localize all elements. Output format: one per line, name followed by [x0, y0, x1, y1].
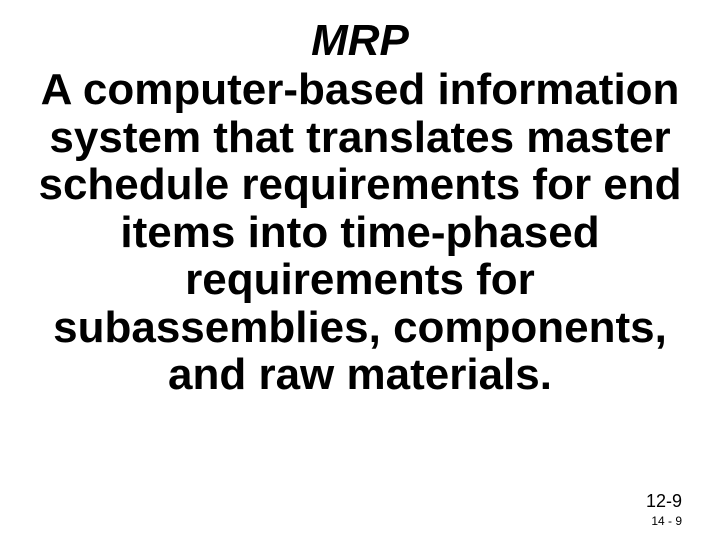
page-number-primary: 12-9 [646, 491, 682, 512]
slide: MRP A computer-based information system … [0, 0, 720, 540]
slide-body: A computer-based information system that… [0, 66, 720, 399]
slide-title: MRP [0, 0, 720, 64]
page-number-secondary: 14 - 9 [651, 514, 682, 528]
